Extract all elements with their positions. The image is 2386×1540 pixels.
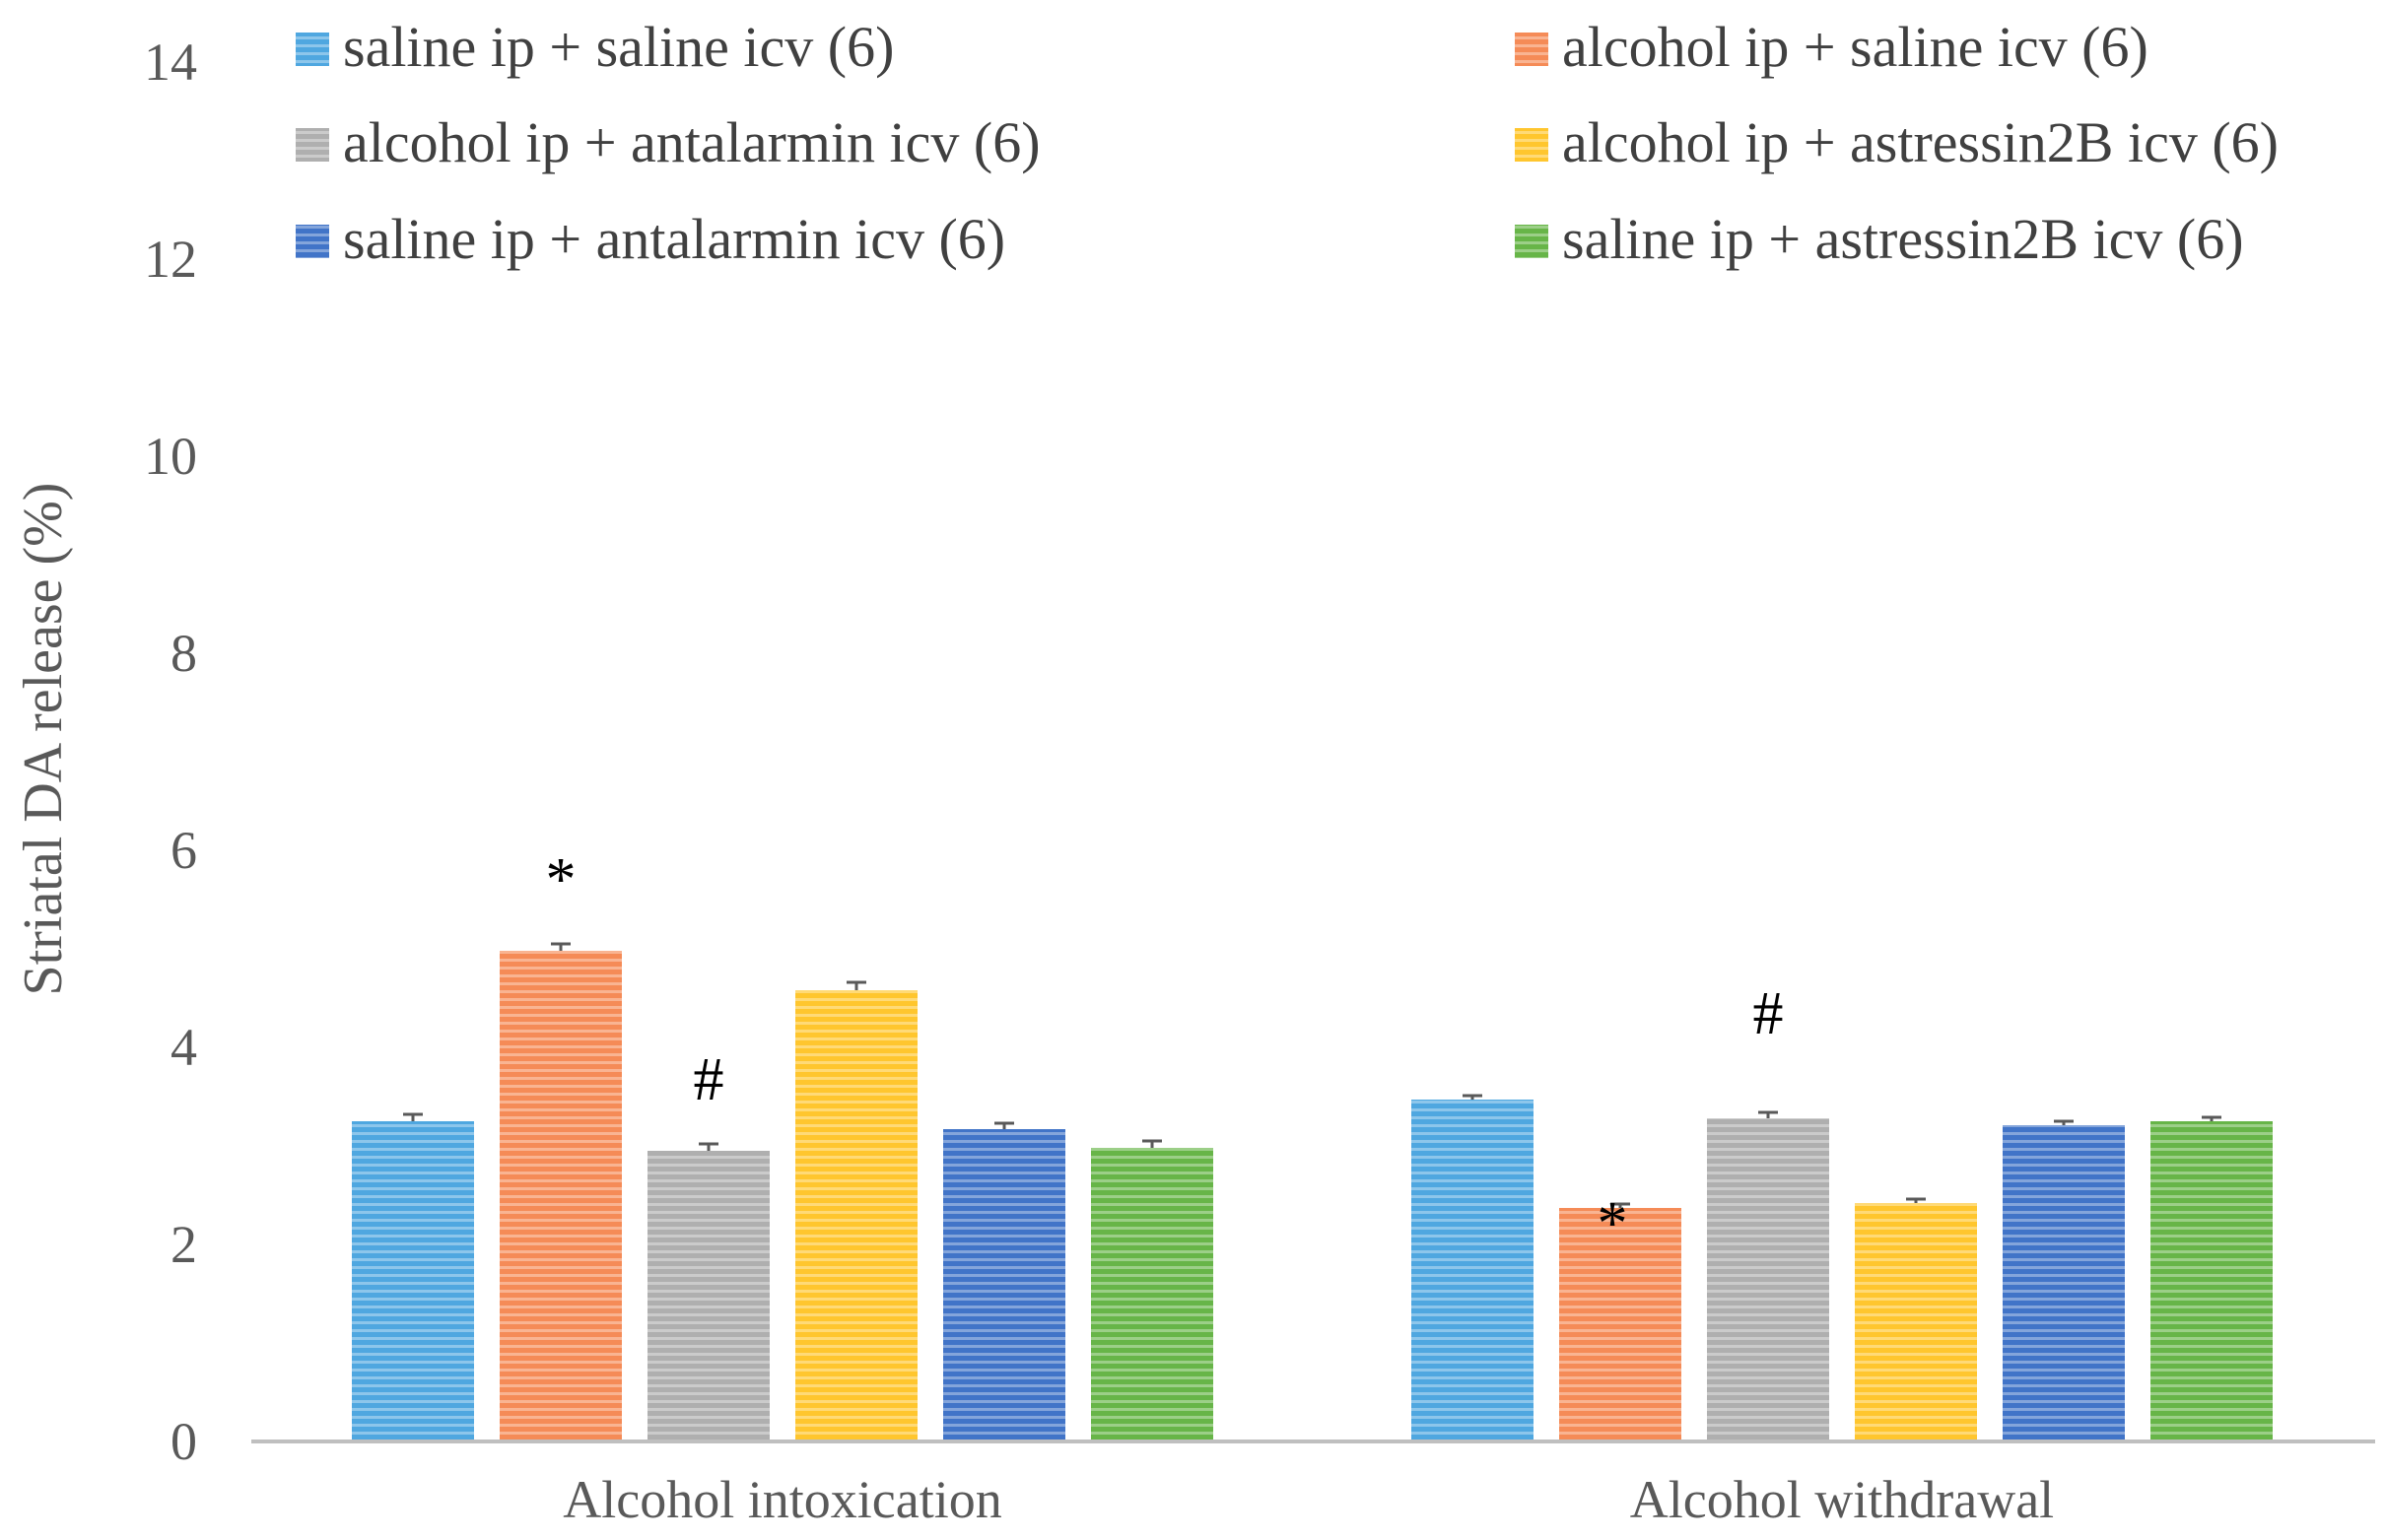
y-tick-label: 12 xyxy=(144,230,197,289)
error-bars xyxy=(403,942,2221,1208)
bar xyxy=(352,1121,474,1441)
significance-marker: # xyxy=(694,1046,724,1113)
bars xyxy=(352,951,2273,1441)
legend-label: saline ip + astressin2B icv (6) xyxy=(1562,207,2244,271)
bar xyxy=(1559,1208,1681,1441)
y-tick-label: 0 xyxy=(170,1412,197,1471)
bar xyxy=(648,1151,770,1441)
y-tick-label: 8 xyxy=(170,624,197,683)
legend-swatch xyxy=(296,33,329,66)
y-axis-title: Striatal DA release (%) xyxy=(13,483,74,996)
bar xyxy=(2003,1125,2125,1441)
bar xyxy=(1411,1100,1534,1441)
bar xyxy=(1707,1118,1829,1441)
legend-label: saline ip + saline icv (6) xyxy=(343,15,894,79)
x-category-label: Alcohol intoxication xyxy=(563,1470,1001,1529)
bar xyxy=(1091,1148,1213,1441)
significance-marker: * xyxy=(546,846,577,913)
y-tick-label: 14 xyxy=(144,33,197,92)
bar xyxy=(795,990,918,1441)
y-tick-label: 6 xyxy=(170,821,197,880)
y-tick-label: 2 xyxy=(170,1215,197,1274)
bar xyxy=(500,951,622,1441)
legend-label: alcohol ip + antalarmin icv (6) xyxy=(343,110,1041,174)
bar xyxy=(2150,1121,2273,1441)
y-axis-ticks: 0 2 4 6 8 10 12 14 xyxy=(144,33,197,1471)
legend-swatch xyxy=(1515,128,1548,162)
significance-markers: * # * # xyxy=(546,846,1784,1257)
category-labels: Alcohol intoxication Alcohol withdrawal xyxy=(563,1470,2054,1529)
legend-swatch xyxy=(1515,33,1548,66)
y-tick-label: 10 xyxy=(144,427,197,486)
legend-label: alcohol ip + saline icv (6) xyxy=(1562,15,2148,79)
legend-label: alcohol ip + astressin2B icv (6) xyxy=(1562,110,2279,174)
legend-swatch xyxy=(1515,225,1548,258)
legend-swatch xyxy=(296,128,329,162)
legend-swatch xyxy=(296,225,329,258)
significance-marker: # xyxy=(1753,980,1784,1047)
bar xyxy=(943,1129,1065,1441)
legend: saline ip + saline icv (6) alcohol ip + s… xyxy=(296,15,2279,271)
x-category-label: Alcohol withdrawal xyxy=(1630,1470,2054,1529)
legend-label: saline ip + antalarmin icv (6) xyxy=(343,207,1005,271)
bar xyxy=(1855,1203,1977,1441)
y-tick-label: 4 xyxy=(170,1018,197,1077)
significance-marker: * xyxy=(1598,1190,1628,1257)
